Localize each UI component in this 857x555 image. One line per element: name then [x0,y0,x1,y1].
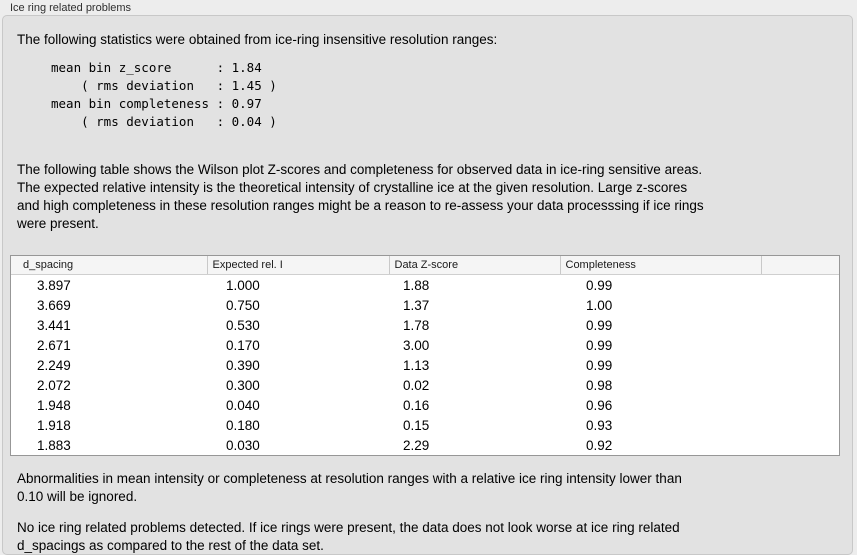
table-cell: 1.37 [403,297,430,313]
table-cell: 1.883 [37,437,71,453]
table-cell: 1.000 [226,277,260,293]
table-cell: 0.96 [586,397,613,413]
table-cell: 3.669 [37,297,71,313]
table-cell [761,295,839,315]
table-cell: 0.16 [403,397,430,413]
table-cell [761,315,839,335]
table-cell: 3.897 [37,277,71,293]
table-cell: 1.88 [403,277,430,293]
table-cell: 0.300 [226,377,260,393]
table-cell: 1.918 [37,417,71,433]
column-header-data-z-score[interactable]: Data Z-score [388,256,560,275]
table-row[interactable]: 3.441 0.530 1.78 0.99 [11,315,839,335]
table-cell: 1.00 [586,297,613,313]
table-cell: 2.671 [37,337,71,353]
table-cell: 0.390 [226,357,260,373]
table-cell [761,275,839,296]
table-cell: 1.78 [403,317,430,333]
table-row[interactable]: 1.948 0.040 0.16 0.96 [11,395,839,415]
table-cell [761,435,839,455]
table-cell: 1.948 [37,397,71,413]
table-cell: 0.99 [586,337,613,353]
table-header-row: d_spacing Expected rel. I Data Z-score C… [11,256,839,275]
table-cell: 0.530 [226,317,260,333]
table-cell: 0.030 [226,437,260,453]
table-row[interactable]: 3.897 1.000 1.88 0.99 [11,275,839,296]
conclusion-text: No ice ring related problems detected. I… [17,520,680,553]
table-cell [761,355,839,375]
ice-ring-panel: The following statistics were obtained f… [2,15,853,555]
column-header-completeness[interactable]: Completeness [559,256,761,275]
description-text: The following table shows the Wilson plo… [17,162,704,231]
statistics-block: mean bin z_score : 1.84 ( rms deviation … [51,60,277,129]
table-cell: 3.00 [403,337,430,353]
table-cell: 0.98 [586,377,613,393]
groupbox-title: Ice ring related problems [10,2,132,14]
table-cell: 2.249 [37,357,71,373]
table-cell: 0.92 [586,437,613,453]
table-cell [761,395,839,415]
table-body: 3.897 1.000 1.88 0.99 3.669 0.750 1.37 1.00 3.44… [11,275,839,456]
column-header-expected-rel-i[interactable]: Expected rel. I [206,256,389,275]
table-cell: 1.13 [403,357,430,373]
table-cell [761,375,839,395]
table-cell: 0.040 [226,397,260,413]
table-cell [761,335,839,355]
table-cell: 0.170 [226,337,260,353]
table-cell: 2.072 [37,377,71,393]
table-row[interactable]: 1.883 0.030 2.29 0.92 [11,435,839,455]
table-cell: 3.441 [37,317,71,333]
table-cell: 0.99 [586,277,613,293]
table-cell: 0.93 [586,417,613,433]
table-cell: 0.180 [226,417,260,433]
intro-text: The following statistics were obtained f… [17,32,498,47]
table-row[interactable]: 1.918 0.180 0.15 0.93 [11,415,839,435]
table-cell: 0.99 [586,357,613,373]
table-cell: 0.15 [403,417,430,433]
table-row[interactable]: 2.249 0.390 1.13 0.99 [11,355,839,375]
table-cell: 0.02 [403,377,430,393]
table-cell: 0.99 [586,317,613,333]
table-cell: 0.750 [226,297,260,313]
ignore-note-text: Abnormalities in mean intensity or compl… [17,471,682,504]
table-cell [761,415,839,435]
table-row[interactable]: 3.669 0.750 1.37 1.00 [11,295,839,315]
column-header-empty [760,256,839,275]
ice-ring-table: d_spacing Expected rel. I Data Z-score C… [10,255,840,456]
table-cell: 2.29 [403,437,430,453]
table-row[interactable]: 2.671 0.170 3.00 0.99 [11,335,839,355]
table-row[interactable]: 2.072 0.300 0.02 0.98 [11,375,839,395]
column-header-d-spacing[interactable]: d_spacing [11,256,207,275]
